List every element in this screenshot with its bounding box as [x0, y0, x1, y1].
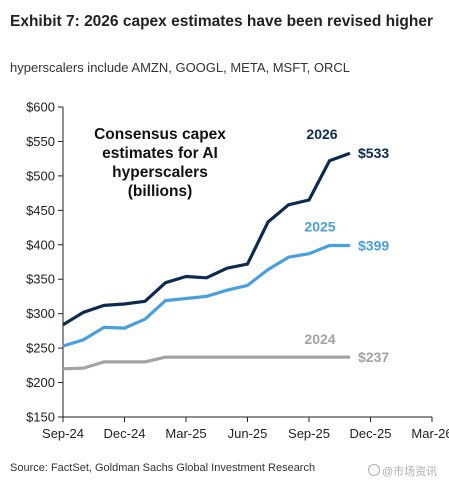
- series-lines: [62, 151, 351, 371]
- x-tick-label: Dec-24: [104, 426, 146, 441]
- source-note: Source: FactSet, Goldman Sachs Global In…: [10, 462, 316, 474]
- watermark-text: @市场资讯: [382, 466, 438, 478]
- series-labels: $533 2026 $399 2025 $237 2024: [304, 126, 389, 365]
- y-tick-label: $450: [26, 203, 55, 218]
- annotation-line: Consensus capex: [94, 126, 226, 143]
- annotation-line: estimates for AI: [102, 145, 218, 162]
- series-name-label-2026: 2026: [306, 126, 337, 142]
- y-tick-label: $400: [26, 237, 55, 252]
- x-tick-label: Sep-24: [42, 426, 84, 441]
- series-name-label-2025: 2025: [304, 218, 335, 234]
- y-axis: $150 $200 $250 $300 $350 $400 $450 $500 $550 $600: [26, 100, 64, 425]
- capex-line-chart: $150 $200 $250 $300 $350 $400 $450 $500 $550 $600…: [26, 100, 449, 442]
- y-tick-label: $150: [26, 410, 55, 425]
- x-tick-label: Sep-25: [288, 426, 330, 441]
- watermark-icon: [368, 464, 380, 476]
- x-tick-label: Dec-25: [350, 426, 392, 441]
- chart-subtitle: hyperscalers include AMZN, GOOGL, META, …: [10, 60, 351, 75]
- annotation-line: hyperscalers: [112, 164, 208, 181]
- y-tick-label: $200: [26, 375, 55, 390]
- chart-annotation: Consensus capex estimates for AI hyperscal…: [94, 126, 226, 200]
- end-value-label-2024: $237: [358, 349, 389, 365]
- series-name-label-2024: 2024: [304, 331, 335, 347]
- y-tick-label: $600: [26, 100, 55, 115]
- watermark: @市场资讯: [368, 463, 437, 479]
- end-value-label-2026: $533: [358, 145, 389, 161]
- end-value-label-2025: $399: [358, 237, 389, 253]
- series-line-2024: [62, 355, 350, 371]
- series-line-2025: [62, 243, 350, 348]
- y-tick-label: $300: [26, 306, 55, 321]
- x-tick-label: Mar-26: [411, 426, 449, 441]
- y-tick-label: $500: [26, 168, 55, 183]
- y-tick-label: $250: [26, 341, 55, 356]
- exhibit-title: Exhibit 7: 2026 capex estimates have bee…: [10, 13, 434, 30]
- y-tick-label: $350: [26, 272, 55, 287]
- x-tick-label: Jun-25: [228, 426, 268, 441]
- series-line-2026: [62, 151, 351, 327]
- x-axis: Sep-24 Dec-24 Mar-25 Jun-25 Sep-25 Dec-25 Mar-…: [42, 416, 449, 441]
- x-tick-label: Mar-25: [165, 426, 206, 441]
- annotation-line: (billions): [128, 183, 193, 200]
- y-tick-label: $550: [26, 134, 55, 149]
